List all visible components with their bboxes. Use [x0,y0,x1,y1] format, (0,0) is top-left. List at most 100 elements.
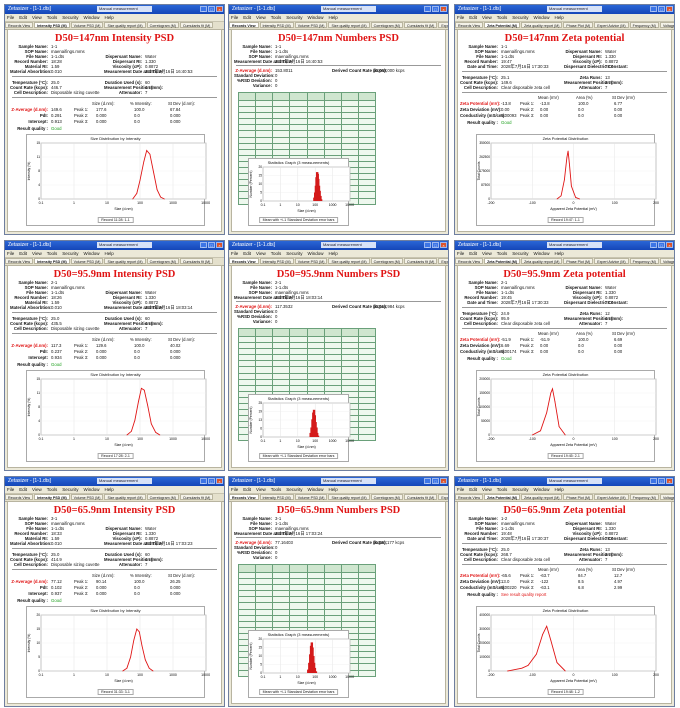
menu-item[interactable]: Edit [19,251,28,256]
report-tab[interactable]: Phase Plot (M) [563,22,594,28]
report-tab[interactable]: Size quality report (M) [104,258,146,264]
report-tab[interactable]: Intensity PSD (M) [259,494,294,500]
minimize-icon[interactable]: _ [200,6,207,12]
report-tab[interactable]: Correlogram (M) [370,22,403,28]
menu-item[interactable]: View [32,251,42,256]
menu-item[interactable]: File [231,251,239,256]
menu-item[interactable]: File [7,487,15,492]
report-tab[interactable]: Records View [5,494,34,500]
measurement-dropdown[interactable]: Manual measurement [547,478,602,484]
maximize-icon[interactable]: □ [432,478,439,484]
maximize-icon[interactable]: □ [208,242,215,248]
report-tab[interactable]: Voltage [659,258,674,264]
report-tab[interactable]: Frequency (M) [629,22,659,28]
zetasizer-window-number[interactable]: Zetasizer - [1-1.dts] Manual measurement _… [228,476,449,707]
zetasizer-window-intensity[interactable]: Zetasizer - [1-1.dts] Manual measurement _… [4,476,225,707]
menu-item[interactable]: Help [328,251,338,256]
menu-item[interactable]: Security [512,487,529,492]
close-icon[interactable]: × [216,242,223,248]
menu-item[interactable]: Window [307,487,324,492]
report-tab[interactable]: Cumulants fit (M) [403,494,438,500]
report-tab[interactable]: Volume PSD (M) [70,22,104,28]
menu-item[interactable]: Security [286,251,303,256]
measurement-dropdown[interactable]: Manual measurement [97,6,152,12]
close-icon[interactable]: × [216,6,223,12]
title-bar[interactable]: Zetasizer - [1-1.dts] Manual measurement _… [455,5,674,14]
menu-item[interactable]: Tools [46,487,58,492]
report-tab[interactable]: Size quality report (M) [328,258,370,264]
close-icon[interactable]: × [666,6,673,12]
minimize-icon[interactable]: _ [650,6,657,12]
minimize-icon[interactable]: _ [200,242,207,248]
menu-item[interactable]: File [7,15,15,20]
report-tab[interactable]: Expert [438,22,448,28]
zetasizer-window-zeta[interactable]: Zetasizer - [1-1.dts] Manual measurement _… [454,4,675,235]
report-tab[interactable]: Phase Plot (M) [563,494,594,500]
report-tab[interactable]: Cumulants fit (M) [179,494,214,500]
measurement-dropdown[interactable]: Manual measurement [97,478,152,484]
title-bar[interactable]: Zetasizer - [1-1.dts] Manual measurement _… [229,241,448,250]
menu-item[interactable]: File [231,15,239,20]
report-tab[interactable]: Correlogram (M) [146,494,179,500]
report-tab[interactable]: Size quality report (M) [328,22,370,28]
minimize-icon[interactable]: _ [424,478,431,484]
report-tab[interactable]: Records View [229,494,259,500]
report-tab[interactable]: Size quality report (M) [328,494,370,500]
menu-item[interactable]: Edit [19,15,28,20]
menu-item[interactable]: Security [62,251,79,256]
zetasizer-window-intensity[interactable]: Zetasizer - [1-1.dts] Manual measurement _… [4,240,225,471]
menu-item[interactable]: File [231,487,239,492]
menu-item[interactable]: Window [83,15,100,20]
report-tab[interactable]: Records View [229,22,259,28]
menu-item[interactable]: Help [554,487,564,492]
menu-item[interactable]: View [256,15,266,20]
report-tab[interactable]: Voltage [659,494,674,500]
menu-item[interactable]: Tools [270,487,282,492]
minimize-icon[interactable]: _ [650,478,657,484]
menu-item[interactable]: Security [62,15,79,20]
title-bar[interactable]: Zetasizer - [1-1.dts] Manual measurement _… [455,241,674,250]
report-tab[interactable]: Frequency (M) [629,494,659,500]
menu-item[interactable]: Edit [243,251,252,256]
menu-item[interactable]: Edit [469,487,478,492]
menu-item[interactable]: Edit [243,487,252,492]
report-tab[interactable]: Cumulants fit (M) [403,22,438,28]
measurement-dropdown[interactable]: Manual measurement [547,242,602,248]
menu-item[interactable]: Help [328,15,338,20]
menu-item[interactable]: Help [104,251,114,256]
report-tab[interactable]: Records View [455,22,484,28]
report-tab[interactable]: Intensity PSD (M) [34,258,70,264]
report-tab[interactable]: Cumulants fit (M) [179,258,214,264]
menu-item[interactable]: Tools [496,15,508,20]
minimize-icon[interactable]: _ [424,242,431,248]
report-tab[interactable]: Expert Advice (M) [594,494,629,500]
menu-item[interactable]: Window [533,15,550,20]
title-bar[interactable]: Zetasizer - [1-1.dts] Manual measurement _… [229,477,448,486]
menu-item[interactable]: Window [83,487,100,492]
title-bar[interactable]: Zetasizer - [1-1.dts] Manual measurement _… [5,5,224,14]
menu-item[interactable]: View [32,487,42,492]
report-tab[interactable]: Zeta Potential (M) [484,494,521,500]
report-tab[interactable]: Records View [5,22,34,28]
maximize-icon[interactable]: □ [208,6,215,12]
menu-item[interactable]: Security [286,487,303,492]
report-tab[interactable]: Voltage [659,22,674,28]
report-tab[interactable]: Volume PSD (M) [294,22,328,28]
report-tab[interactable]: Zeta Potential (M) [484,22,521,28]
maximize-icon[interactable]: □ [208,478,215,484]
menu-item[interactable]: Window [307,251,324,256]
menu-item[interactable]: Window [83,251,100,256]
menu-item[interactable]: View [482,15,492,20]
report-tab[interactable]: Frequency (M) [629,258,659,264]
menu-item[interactable]: Tools [496,487,508,492]
zetasizer-window-zeta[interactable]: Zetasizer - [1-1.dts] Manual measurement _… [454,476,675,707]
report-tab[interactable]: Zeta Potential (M) [484,258,521,264]
menu-item[interactable]: View [482,487,492,492]
report-tab[interactable]: Expert Advice (M) [594,258,629,264]
close-icon[interactable]: × [440,478,447,484]
menu-item[interactable]: Tools [270,251,282,256]
report-tab[interactable]: Size quality report (M) [104,494,146,500]
report-tab[interactable]: Correlogram (M) [370,494,403,500]
maximize-icon[interactable]: □ [432,6,439,12]
minimize-icon[interactable]: _ [424,6,431,12]
